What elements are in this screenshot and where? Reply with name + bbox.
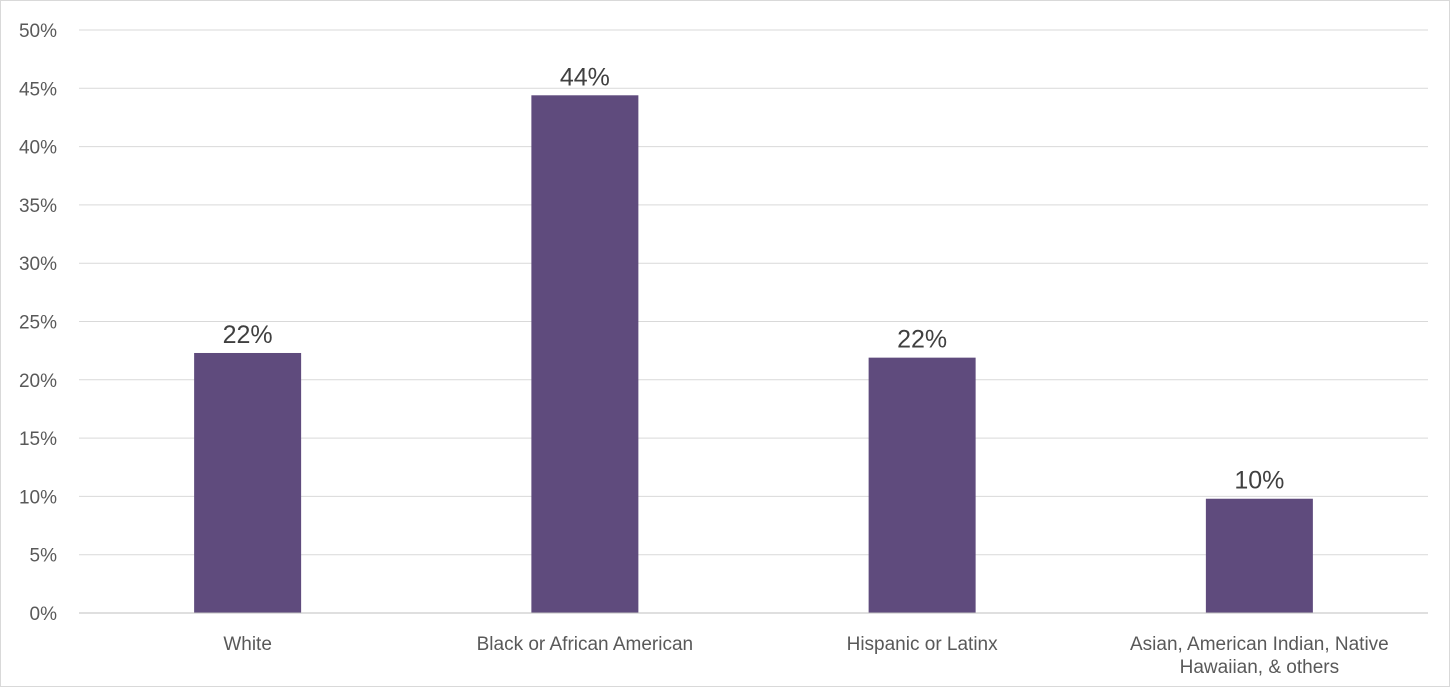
data-label: 22% <box>897 326 947 354</box>
category-label: Hispanic or Latinx <box>847 634 999 655</box>
y-tick-label: 20% <box>19 371 57 392</box>
y-tick-label: 5% <box>30 546 58 567</box>
y-tick-label: 35% <box>19 196 57 217</box>
bar <box>1205 498 1313 613</box>
bar <box>531 95 639 613</box>
y-tick-label: 15% <box>19 429 57 450</box>
y-tick-label: 25% <box>19 313 57 334</box>
bar <box>868 357 976 613</box>
bars <box>194 95 1313 613</box>
bar <box>194 352 302 613</box>
category-label: Asian, American Indian, Native <box>1130 634 1389 655</box>
y-tick-label: 0% <box>30 604 58 625</box>
y-tick-label: 30% <box>19 254 57 275</box>
data-label: 22% <box>223 321 273 349</box>
category-label: Black or African American <box>477 634 693 655</box>
data-label: 10% <box>1234 467 1284 495</box>
data-label: 44% <box>560 63 610 91</box>
category-label: Hawaiian, & others <box>1180 657 1339 678</box>
category-labels: White Black or African American Hispanic o… <box>223 634 1388 678</box>
y-tick-label: 10% <box>19 487 57 508</box>
y-tick-label: 50% <box>19 21 57 42</box>
y-tick-label: 45% <box>19 79 57 100</box>
data-labels: 22% 44% 22% 10% <box>223 63 1285 494</box>
y-tick-label: 40% <box>19 138 57 159</box>
gridlines <box>79 29 1428 556</box>
y-axis-ticks: 0% 5% 10% 15% 20% 25% 30% 35% 40% 45% 50% <box>19 21 57 625</box>
category-label: White <box>223 634 272 655</box>
